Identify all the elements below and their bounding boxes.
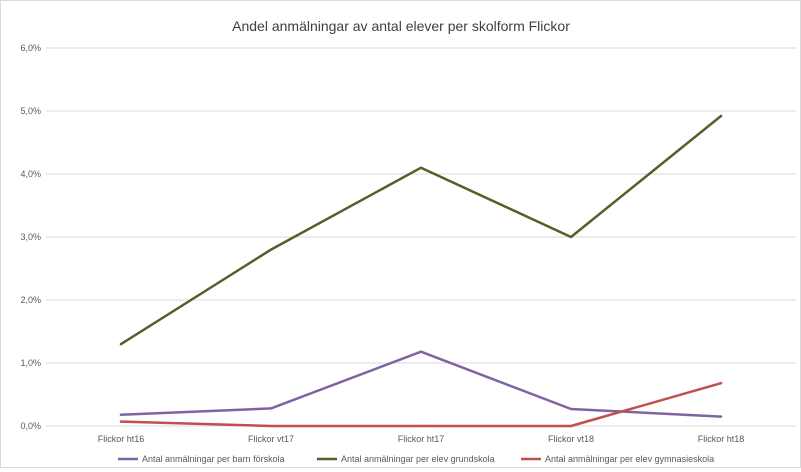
x-tick-label: Flickor vt17 (248, 434, 294, 444)
y-tick-label: 5,0% (20, 106, 41, 116)
gridlines (46, 47, 796, 427)
data-point-3 (269, 424, 273, 428)
data-point-2 (719, 114, 723, 118)
data-point-3 (719, 381, 723, 385)
data-point-1 (119, 413, 123, 416)
data-point-1 (719, 415, 723, 418)
x-axis-ticks: Flickor ht16 Flickor vt17 Flickor ht17 Flic… (98, 434, 745, 444)
data-point-3 (419, 424, 423, 428)
data-point-2 (419, 166, 423, 169)
data-point-2 (119, 342, 123, 346)
legend-label: Antal anmälningar per barn förskola (142, 454, 285, 464)
y-tick-label: 4,0% (20, 169, 41, 179)
y-tick-label: 6,0% (20, 43, 41, 53)
data-point-1 (419, 350, 423, 353)
series-line-3 (119, 381, 723, 428)
x-tick-label: Flickor ht16 (98, 434, 145, 444)
x-tick-label: Flickor ht18 (698, 434, 745, 444)
series-line-1 (119, 350, 723, 418)
data-point-2 (269, 248, 273, 251)
data-point-1 (269, 407, 273, 410)
legend-label: Antal anmälningar per elev grundskola (341, 454, 495, 464)
data-point-2 (569, 235, 573, 239)
series-line-2 (119, 114, 723, 346)
y-tick-label: 2,0% (20, 295, 41, 305)
legend-label: Antal anmälningar per elev gymnasieskola (545, 454, 714, 464)
x-tick-label: Flickor ht17 (398, 434, 445, 444)
x-tick-label: Flickor vt18 (548, 434, 594, 444)
y-tick-label: 0,0% (20, 421, 41, 431)
data-point-3 (119, 420, 123, 423)
chart-title: Andel anmälningar av antal elever per sk… (232, 18, 570, 34)
y-axis-ticks: 0,0% 1,0% 2,0% 3,0% 4,0% 5,0% 6,0% (20, 43, 41, 431)
data-point-1 (569, 407, 573, 411)
y-tick-label: 1,0% (20, 358, 41, 368)
legend: Antal anmälningar per barn förskola Antal… (118, 454, 714, 464)
data-point-3 (569, 424, 573, 428)
y-tick-label: 3,0% (20, 232, 41, 242)
series-lines (119, 114, 723, 428)
